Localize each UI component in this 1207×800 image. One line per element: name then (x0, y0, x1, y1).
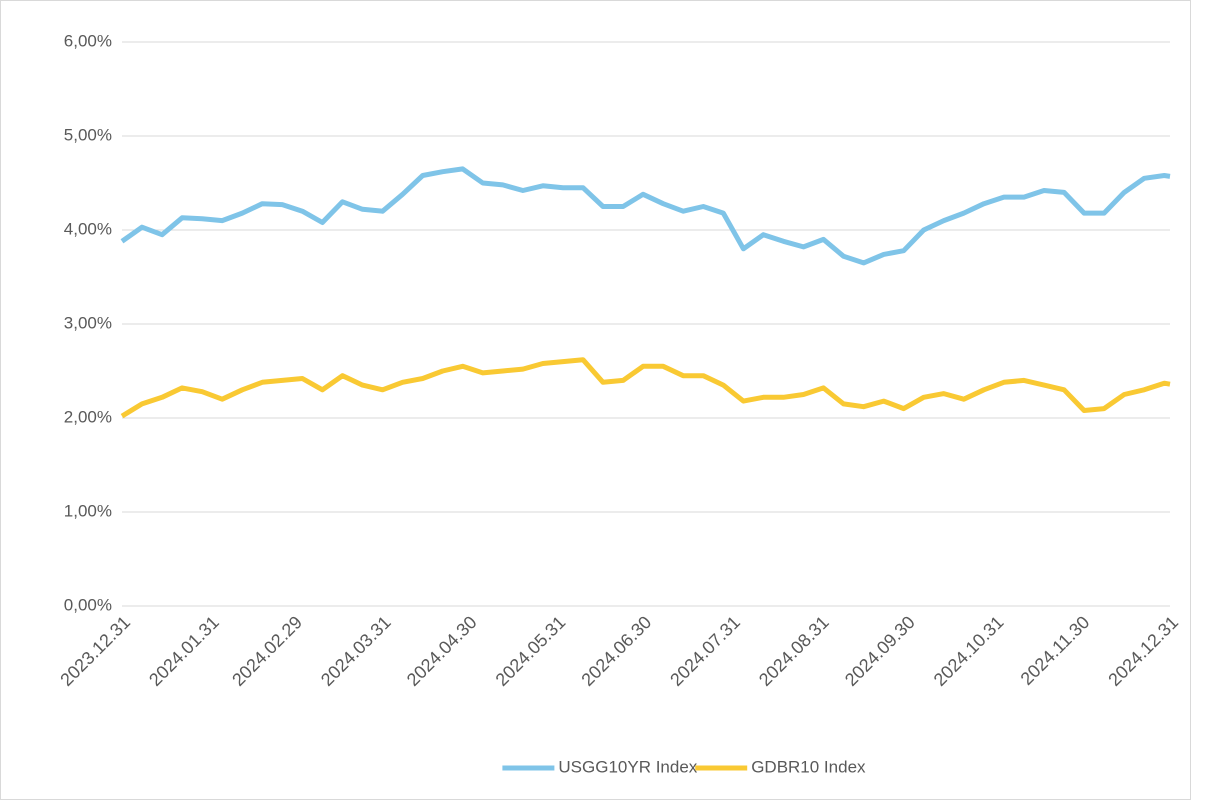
y-tick-label: 3,00% (64, 313, 112, 332)
y-tick-label: 4,00% (64, 219, 112, 238)
series-line (120, 357, 1171, 419)
y-tick-label: 5,00% (64, 125, 112, 144)
legend-label: USGG10YR Index (558, 757, 697, 776)
y-tick-label: 0,00% (64, 595, 112, 614)
y-tick-label: 2,00% (64, 407, 112, 426)
legend-label: GDBR10 Index (751, 757, 866, 776)
series-line (120, 166, 1171, 266)
y-tick-label: 1,00% (64, 501, 112, 520)
y-tick-label: 6,00% (64, 31, 112, 50)
